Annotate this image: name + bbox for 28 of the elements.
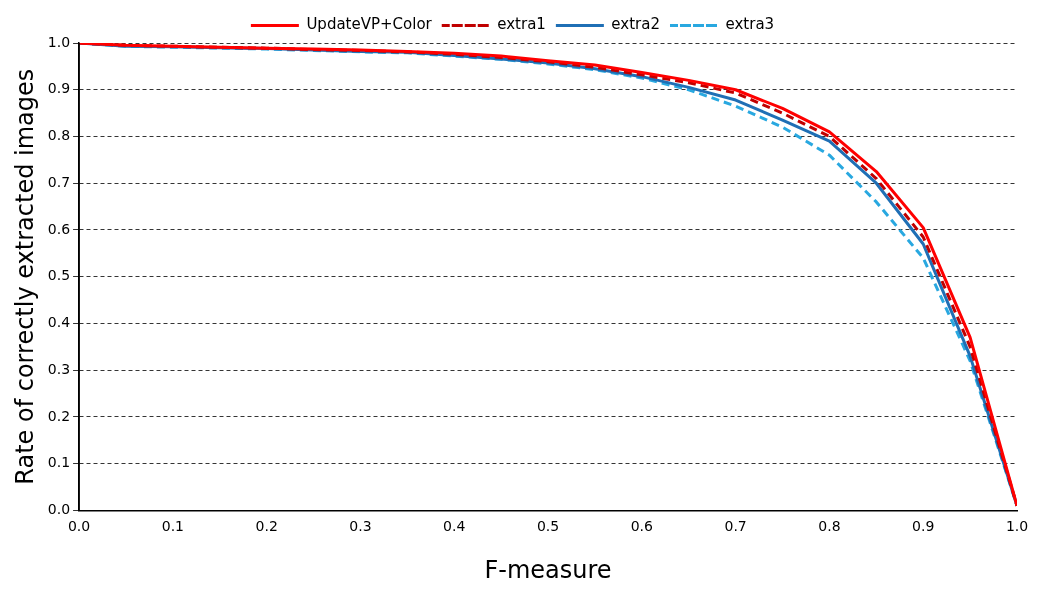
y-tick-label: 0.4 bbox=[47, 314, 71, 331]
legend-label: extra3 bbox=[725, 15, 775, 34]
x-tick-label: 1.0 bbox=[1005, 518, 1029, 535]
x-tick-label: 0.3 bbox=[349, 518, 372, 535]
y-tick-label: 0.9 bbox=[47, 80, 71, 97]
x-tick-label: 0.5 bbox=[536, 518, 560, 535]
y-tick-label: 0.6 bbox=[47, 220, 71, 237]
x-tick-label: 0.4 bbox=[443, 518, 466, 535]
x-tick-label: 0.7 bbox=[724, 518, 747, 535]
legend-label: UpdateVP+Color bbox=[306, 15, 433, 34]
x-tick-label: 0.9 bbox=[912, 518, 935, 535]
x-tick-label: 0.0 bbox=[67, 518, 91, 535]
x-tick-label: 0.8 bbox=[818, 518, 841, 535]
y-tick-label: 0.0 bbox=[47, 501, 71, 518]
x-tick-label: 0.1 bbox=[161, 518, 184, 535]
x-tick-label: 0.2 bbox=[255, 518, 278, 535]
x-tick-label: 0.6 bbox=[630, 518, 654, 535]
y-tick-label: 0.8 bbox=[47, 127, 71, 144]
y-tick-label: 0.1 bbox=[47, 454, 71, 471]
y-tick-label: 0.5 bbox=[47, 267, 71, 284]
y-tick-label: 1.0 bbox=[47, 33, 71, 50]
y-tick-label: 0.3 bbox=[47, 360, 71, 377]
y-axis-title: Rate of correctly extracted images bbox=[10, 68, 39, 485]
legend-label: extra1 bbox=[497, 15, 546, 34]
y-tick-label: 0.2 bbox=[47, 407, 71, 424]
x-axis-title: F-measure bbox=[484, 555, 612, 584]
y-tick-label: 0.7 bbox=[47, 173, 71, 190]
legend-label: extra2 bbox=[611, 15, 661, 34]
